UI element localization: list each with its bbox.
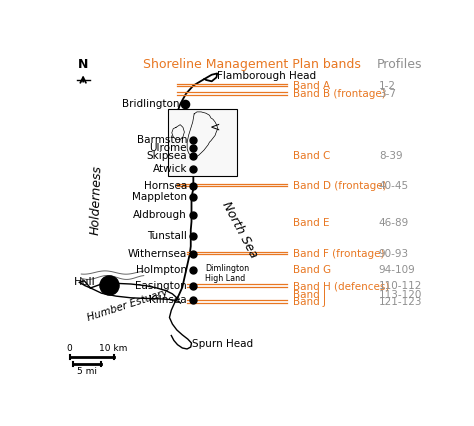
Text: N: N xyxy=(78,58,88,72)
Text: Band E: Band E xyxy=(292,219,329,228)
Text: Holmpton: Holmpton xyxy=(136,265,187,275)
Text: Tunstall: Tunstall xyxy=(147,231,187,242)
Text: Hornsea: Hornsea xyxy=(144,181,187,190)
Point xyxy=(189,182,196,189)
Text: Flamborough Head: Flamborough Head xyxy=(217,71,316,81)
Text: Withernsea: Withernsea xyxy=(128,249,187,259)
Text: Mappleton: Mappleton xyxy=(132,192,187,202)
Text: Profiles: Profiles xyxy=(376,58,422,71)
Text: 46-89: 46-89 xyxy=(379,219,409,228)
Point xyxy=(182,100,189,107)
Text: Holderness: Holderness xyxy=(88,165,104,236)
Text: Hull: Hull xyxy=(74,277,96,288)
Text: Band B (frontage): Band B (frontage) xyxy=(292,89,385,99)
Text: Atwick: Atwick xyxy=(153,164,187,174)
Text: 10 km: 10 km xyxy=(100,344,128,353)
Text: 3-7: 3-7 xyxy=(379,89,396,99)
Text: 1-2: 1-2 xyxy=(379,81,396,91)
Text: Band A: Band A xyxy=(292,81,329,91)
Text: 110-112: 110-112 xyxy=(379,281,422,291)
Text: Band G: Band G xyxy=(292,265,331,275)
Text: Band D (frontage): Band D (frontage) xyxy=(292,181,386,190)
Point xyxy=(189,212,196,219)
Point xyxy=(189,267,196,273)
Text: Kilnsea: Kilnsea xyxy=(149,295,187,305)
Text: Shoreline Management Plan bands: Shoreline Management Plan bands xyxy=(143,58,361,71)
Text: 121-123: 121-123 xyxy=(379,297,422,307)
Text: Bridlington: Bridlington xyxy=(122,98,180,109)
Text: Band H (defences): Band H (defences) xyxy=(292,281,389,291)
Point xyxy=(189,166,196,173)
Text: <: < xyxy=(210,121,220,134)
Text: 8-39: 8-39 xyxy=(379,151,402,161)
Text: Band F (frontage): Band F (frontage) xyxy=(292,249,384,259)
Point xyxy=(189,136,196,143)
Text: Aldbrough: Aldbrough xyxy=(133,210,187,220)
Text: Band I: Band I xyxy=(292,290,326,299)
Point xyxy=(189,144,196,151)
Point xyxy=(189,297,196,304)
Text: 0: 0 xyxy=(67,344,73,353)
Text: 40-45: 40-45 xyxy=(379,181,409,190)
Text: 113-120: 113-120 xyxy=(379,290,422,299)
Text: Barmston: Barmston xyxy=(137,135,187,145)
Text: Ulrome: Ulrome xyxy=(150,143,187,153)
Text: Dimlington
High Land: Dimlington High Land xyxy=(205,264,250,283)
Point xyxy=(105,281,113,288)
Text: Band J: Band J xyxy=(292,297,326,307)
Text: Humber Estuary: Humber Estuary xyxy=(85,287,169,323)
Point xyxy=(189,283,196,290)
Point xyxy=(189,233,196,240)
Text: Skipsea: Skipsea xyxy=(146,151,187,161)
Text: 94-109: 94-109 xyxy=(379,265,416,275)
Bar xyxy=(168,109,237,176)
Point xyxy=(189,194,196,201)
Text: 90-93: 90-93 xyxy=(379,249,409,259)
Text: North Sea: North Sea xyxy=(219,199,260,260)
Text: 5 mi: 5 mi xyxy=(77,367,97,376)
Point xyxy=(189,153,196,159)
Text: Easington: Easington xyxy=(136,281,187,291)
Text: Band C: Band C xyxy=(292,151,330,161)
Text: Spurn Head: Spurn Head xyxy=(192,339,254,349)
Point xyxy=(189,250,196,257)
